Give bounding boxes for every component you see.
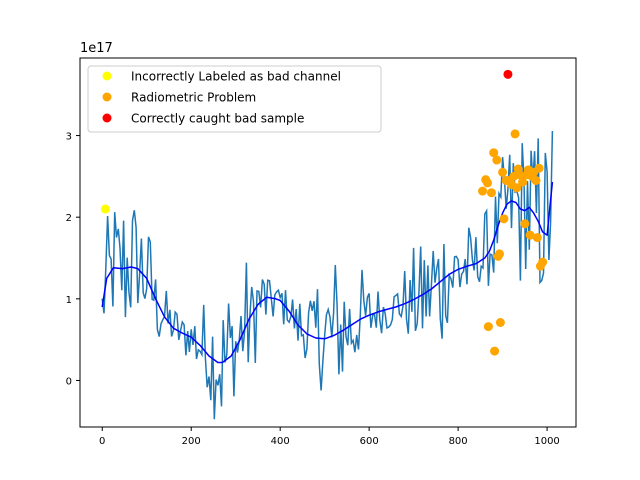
legend: Incorrectly Labeled as bad channel Radiom… <box>87 65 382 133</box>
scatter-point <box>492 155 502 165</box>
scatter-point <box>538 257 548 267</box>
x-tick-label: 600 <box>360 436 379 447</box>
scatter-point <box>483 322 493 332</box>
legend-label: Incorrectly Labeled as bad channel <box>131 70 341 84</box>
legend-label: Correctly caught bad sample <box>131 112 304 126</box>
legend-marker <box>102 113 112 123</box>
axes: 0 200 400 600 800 1000 0 1 2 3 <box>66 57 577 447</box>
scatter-point <box>510 129 520 139</box>
signal-line <box>101 130 554 420</box>
legend-marker <box>102 71 112 81</box>
scatter-point <box>515 170 525 180</box>
y-tick-label: 3 <box>66 132 72 143</box>
scatter-point <box>494 249 504 259</box>
legend-marker <box>102 92 112 102</box>
scatter-point <box>100 204 110 214</box>
scatter-point <box>478 186 488 196</box>
x-tick-label: 800 <box>449 436 468 447</box>
legend-box <box>87 65 382 133</box>
y-tick-label: 1 <box>66 295 72 306</box>
y-scale-label: 1e17 <box>80 41 113 56</box>
scatter-point <box>518 177 528 187</box>
y-tick-label: 2 <box>66 213 72 224</box>
x-tick-label: 200 <box>182 436 201 447</box>
scatter-point <box>532 233 542 243</box>
x-tick-label: 400 <box>271 436 290 447</box>
scatter-point <box>520 219 530 229</box>
trend-line <box>101 182 554 364</box>
y-tick-label: 0 <box>66 376 72 387</box>
scatter-point <box>495 318 505 328</box>
legend-label: Radiometric Problem <box>131 91 256 105</box>
scatter-point <box>498 167 508 177</box>
scatter-point <box>482 178 492 188</box>
scatter-point <box>534 163 544 173</box>
scatter-point <box>525 230 535 240</box>
scatter-point <box>512 183 522 193</box>
scatter-point <box>489 148 499 158</box>
axes-frame <box>79 57 577 428</box>
scatter-point <box>531 175 541 185</box>
scatter-point <box>503 69 513 79</box>
scatter-point <box>490 346 500 356</box>
x-tick-label: 1000 <box>534 436 559 447</box>
plot-area <box>100 69 554 420</box>
scatter-point <box>486 188 496 198</box>
x-tick-label: 0 <box>99 436 105 447</box>
scatter-point <box>499 214 509 224</box>
